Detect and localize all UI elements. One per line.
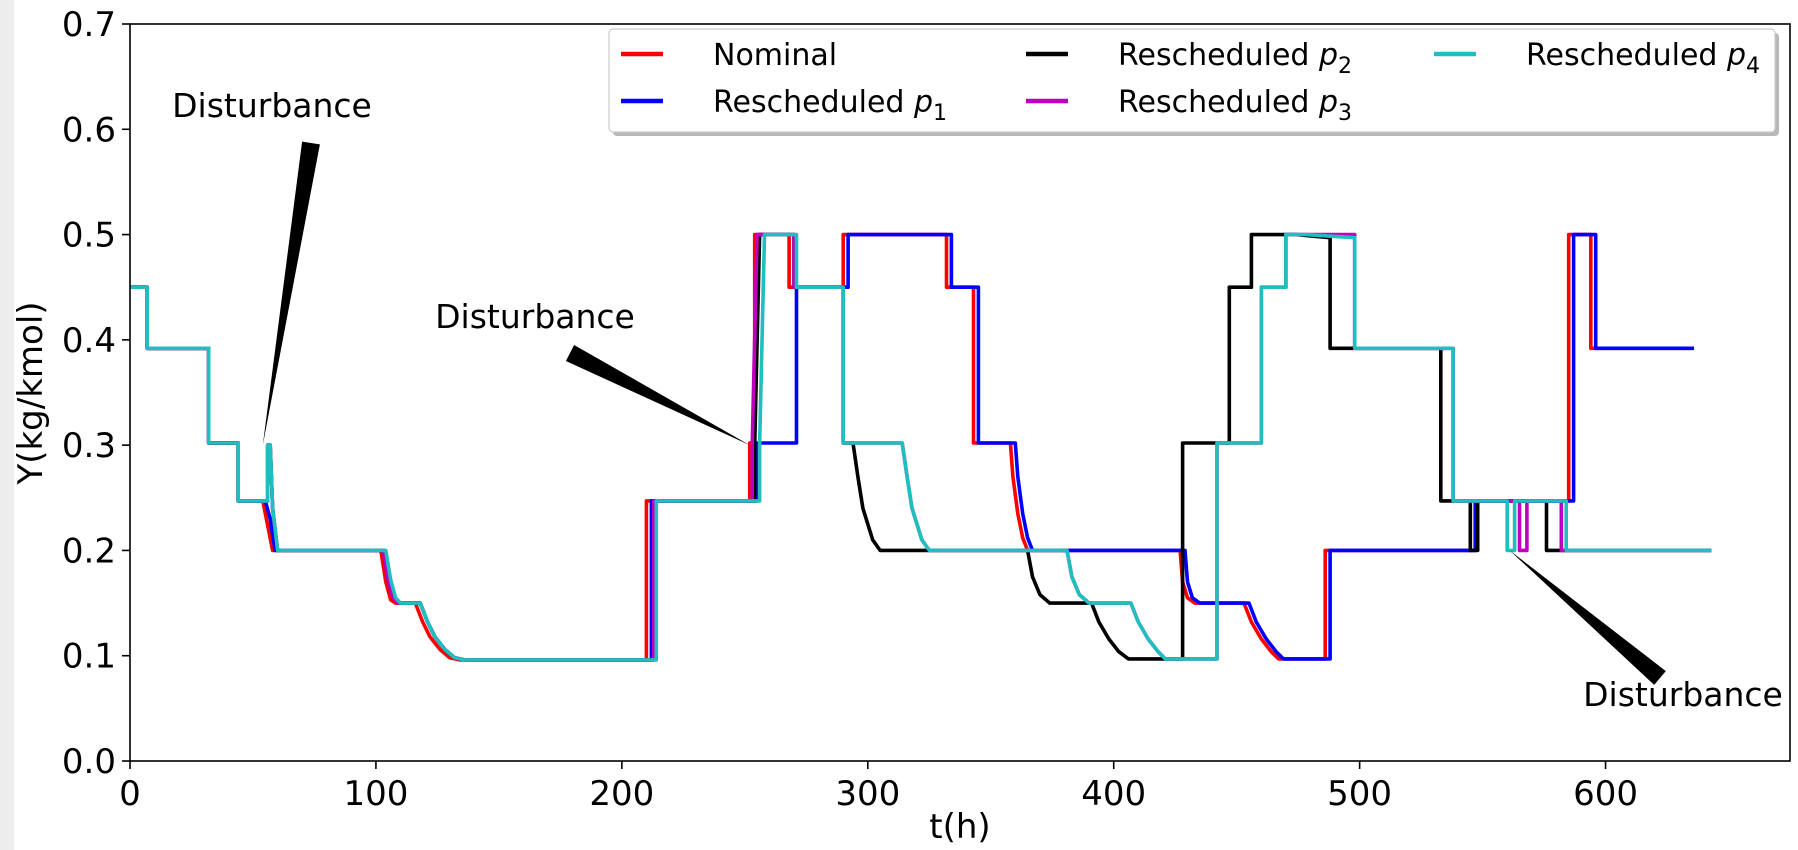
- window-edge-strip: [0, 0, 14, 850]
- y-tick-label: 0.5: [62, 216, 116, 256]
- x-axis-label: t(h): [929, 807, 990, 847]
- annotation-arrow: [565, 345, 750, 446]
- series-line-p1: [130, 232, 1695, 662]
- annotation-arrow: [262, 141, 320, 446]
- x-tick-label: 300: [835, 774, 900, 814]
- x-tick-label: 100: [343, 774, 408, 814]
- legend-label: Nominal: [713, 38, 837, 73]
- x-tick-label: 400: [1081, 774, 1146, 814]
- series-line-p3: [130, 232, 1712, 662]
- y-tick-label: 0.2: [62, 531, 116, 571]
- ticks-layer: 0 100 200 300 400 500 600 0.0 0.1 0.2 0.3 0.4 0.5 0.6…: [62, 5, 1638, 814]
- series-layer: [130, 232, 1712, 662]
- y-tick-label: 0.6: [62, 110, 116, 150]
- plot-frame: [129, 23, 1791, 762]
- annotation-layer: Disturbance Disturbance Disturbance: [172, 86, 1783, 714]
- y-tick-label: 0.0: [62, 742, 116, 782]
- annotation-arrow: [1509, 550, 1666, 685]
- series-line-p4: [130, 232, 1712, 662]
- x-tick-label: 0: [119, 774, 141, 814]
- y-tick-label: 0.7: [62, 5, 116, 45]
- legend-label: Rescheduled p1: [713, 85, 947, 126]
- y-tick-label: 0.3: [62, 426, 116, 466]
- legend-label: Rescheduled p3: [1118, 85, 1352, 126]
- legend-box: [608, 28, 1776, 133]
- y-tick-label: 0.1: [62, 637, 116, 677]
- series-line-nominal: [130, 232, 1692, 662]
- y-axis-label: Y(kg/kmol): [11, 301, 51, 485]
- legend-label: Rescheduled p2: [1118, 38, 1352, 79]
- y-tick-label: 0.4: [62, 321, 116, 361]
- annotation-label: Disturbance: [435, 297, 635, 336]
- x-tick-label: 500: [1327, 774, 1392, 814]
- x-tick-label: 200: [589, 774, 654, 814]
- legend: Nominal Rescheduled p1 Rescheduled p2 Resch…: [608, 28, 1779, 136]
- legend-label: Rescheduled p4: [1526, 38, 1760, 79]
- annotation-label: Disturbance: [1583, 675, 1783, 714]
- annotation-label: Disturbance: [172, 86, 372, 125]
- series-line-p2: [130, 232, 1712, 662]
- x-tick-label: 600: [1573, 774, 1638, 814]
